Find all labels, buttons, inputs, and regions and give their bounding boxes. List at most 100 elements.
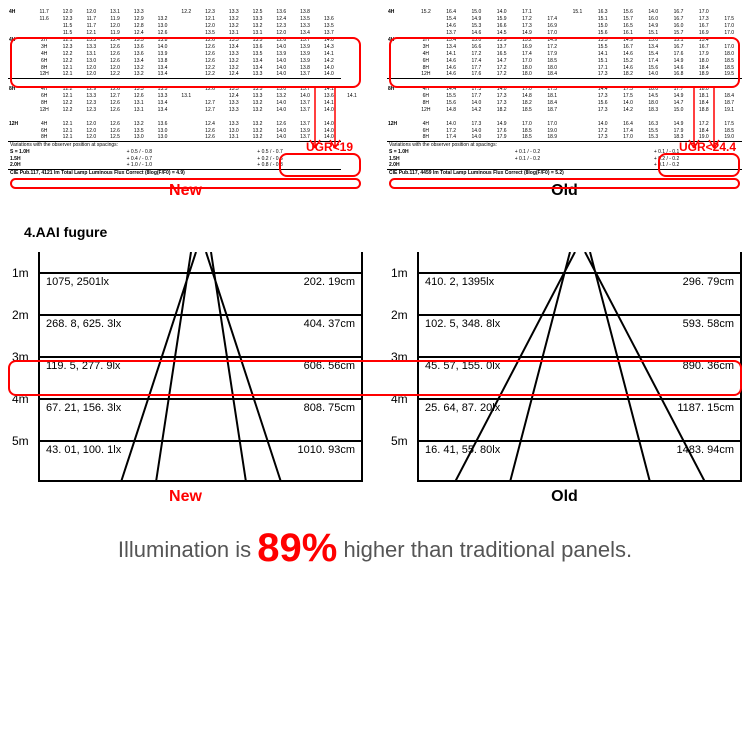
- ugr-cell: [317, 113, 341, 120]
- ugr-cell: 17.2: [540, 43, 565, 50]
- ugr-cell: 14.0: [590, 120, 615, 127]
- ugr-cell: 12.0: [103, 22, 127, 29]
- variations-cell: 2.0H: [387, 162, 464, 169]
- ugr-cell: 13.6: [317, 15, 341, 22]
- ugr-new-table: 4H11.712.012.013.113.312.212.313.312.513…: [8, 8, 363, 176]
- ugr-cell: 15.0: [464, 36, 489, 43]
- ugr-cell: [127, 113, 151, 120]
- ugr-new-block: 4H11.712.012.013.113.312.212.313.312.513…: [8, 8, 363, 200]
- ugr-cell: 12.0: [79, 127, 103, 134]
- ugr-cell: [565, 43, 590, 50]
- ugr-cell: 11.7: [33, 8, 56, 15]
- ugr-cell: 14.0: [641, 71, 666, 78]
- ugr-cell: 13.9: [151, 50, 175, 57]
- aai-lx: 119. 5, 277. 9lx: [46, 360, 120, 372]
- ugr-cell: 12.6: [198, 127, 222, 134]
- ugr-cell: 18.5: [514, 106, 539, 113]
- ugr-cell: 13.1: [246, 29, 270, 36]
- ugr-cell: 8H: [413, 99, 438, 106]
- variations-cell: + 0.1 / - 0.1: [590, 148, 742, 155]
- aai-cm: 606. 56cm: [304, 360, 355, 372]
- ugr-cell: 12.0: [79, 134, 103, 141]
- variations-cell: + 0.1 / - 0.2: [464, 148, 590, 155]
- ugr-cell: 13.3: [222, 120, 246, 127]
- ugr-cell: 14.0: [269, 99, 293, 106]
- ugr-cell: 14.0: [269, 134, 293, 141]
- aai-cm: 808. 75cm: [304, 402, 355, 414]
- ugr-cell: [666, 78, 691, 85]
- ugr-cell: [222, 78, 246, 85]
- ugr-cell: 13.2: [246, 22, 270, 29]
- ugr-cell: [103, 113, 127, 120]
- bottom-pct: 89%: [257, 526, 337, 570]
- aai-lx: 43. 01, 100. 1lx: [46, 444, 121, 456]
- ugr-cell: [8, 78, 33, 85]
- ugr-cell: 17.4: [615, 127, 640, 134]
- ugr-cell: 14.6: [439, 71, 464, 78]
- ugr-cell: 14.9: [464, 15, 489, 22]
- ugr-cell: 13.6: [269, 8, 293, 15]
- aai-cm: 593. 58cm: [683, 318, 734, 330]
- ugr-cell: [464, 78, 489, 85]
- ugr-cell: 12.9: [79, 85, 103, 92]
- ugr-cell: 13.2: [127, 120, 151, 127]
- ugr-cell: 15.0: [590, 22, 615, 29]
- ugr-cell: 12.6: [103, 85, 127, 92]
- ugr-cell: 13.1: [174, 92, 198, 99]
- ugr-cell: 4H: [413, 120, 438, 127]
- ugr-cell: 13.5: [317, 22, 341, 29]
- ugr-cell: [8, 92, 33, 99]
- ugr-cell: 14.5: [641, 92, 666, 99]
- ugr-cell: 12.4: [269, 15, 293, 22]
- ugr-cell: 18.3: [666, 134, 691, 141]
- ugr-cell: 17.2: [514, 15, 539, 22]
- ugr-cell: 11.9: [103, 29, 127, 36]
- ugr-cell: 13.2: [246, 134, 270, 141]
- ugr-cell: [151, 8, 175, 15]
- ugr-old-table: 4H15.216.415.014.017.115.116.315.614.016…: [387, 8, 742, 176]
- ugr-cell: 13.4: [222, 43, 246, 50]
- panel-label-new: New: [8, 182, 363, 200]
- ugr-cell: 17.2: [464, 50, 489, 57]
- ugr-cell: 14.9: [641, 22, 666, 29]
- ugr-cell: 12.5: [103, 134, 127, 141]
- bottom-summary: Illumination is 89% higher than traditio…: [8, 526, 742, 571]
- ugr-cell: [691, 78, 716, 85]
- ugr-cell: 12.6: [103, 99, 127, 106]
- ugr-cell: [198, 92, 222, 99]
- ugr-cell: 16.6: [489, 22, 514, 29]
- ugr-cell: [174, 113, 198, 120]
- aai-lx: 45. 57, 155. 0lx: [425, 360, 500, 372]
- ugr-cell: [387, 64, 413, 71]
- ugr-cell: 12.4: [127, 29, 151, 36]
- ugr-cell: [33, 22, 56, 29]
- ugr-cell: 13.1: [127, 106, 151, 113]
- ugr-cell: [293, 113, 317, 120]
- bottom-post: higher than traditional panels.: [337, 537, 632, 562]
- ugr-cell: 17.1: [514, 8, 539, 15]
- ugr-cell: 12.4: [222, 71, 246, 78]
- ugr-cell: 15.0: [666, 106, 691, 113]
- ugr-cell: 13.8: [151, 57, 175, 64]
- ugr-cell: [8, 43, 33, 50]
- ugr-cell: [151, 78, 175, 85]
- ugr-cell: 12.4: [222, 92, 246, 99]
- ugr-cell: [174, 127, 198, 134]
- ugr-cell: [8, 113, 33, 120]
- ugr-cell: 18.0: [540, 64, 565, 71]
- ugr-cell: 13.2: [222, 15, 246, 22]
- ugr-cell: 14.0: [317, 134, 341, 141]
- ugr-cell: 8H: [33, 134, 56, 141]
- ugr-cell: 15.1: [590, 15, 615, 22]
- ugr-cell: 13.5: [127, 36, 151, 43]
- ugr-cell: 13.5: [198, 29, 222, 36]
- aai-row: 1m410. 2, 1395lx296. 79cm: [419, 272, 740, 288]
- ugr-cell: 13.6: [317, 92, 341, 99]
- ugr-cell: 14.1: [590, 50, 615, 57]
- aai-distance: 4m: [391, 392, 408, 406]
- ugr-cell: [387, 22, 413, 29]
- ugr-cell: 14.2: [317, 57, 341, 64]
- ugr-cell: 6H: [33, 92, 56, 99]
- ugr-cell: 12.1: [56, 127, 80, 134]
- ugr-cell: 14.0: [269, 71, 293, 78]
